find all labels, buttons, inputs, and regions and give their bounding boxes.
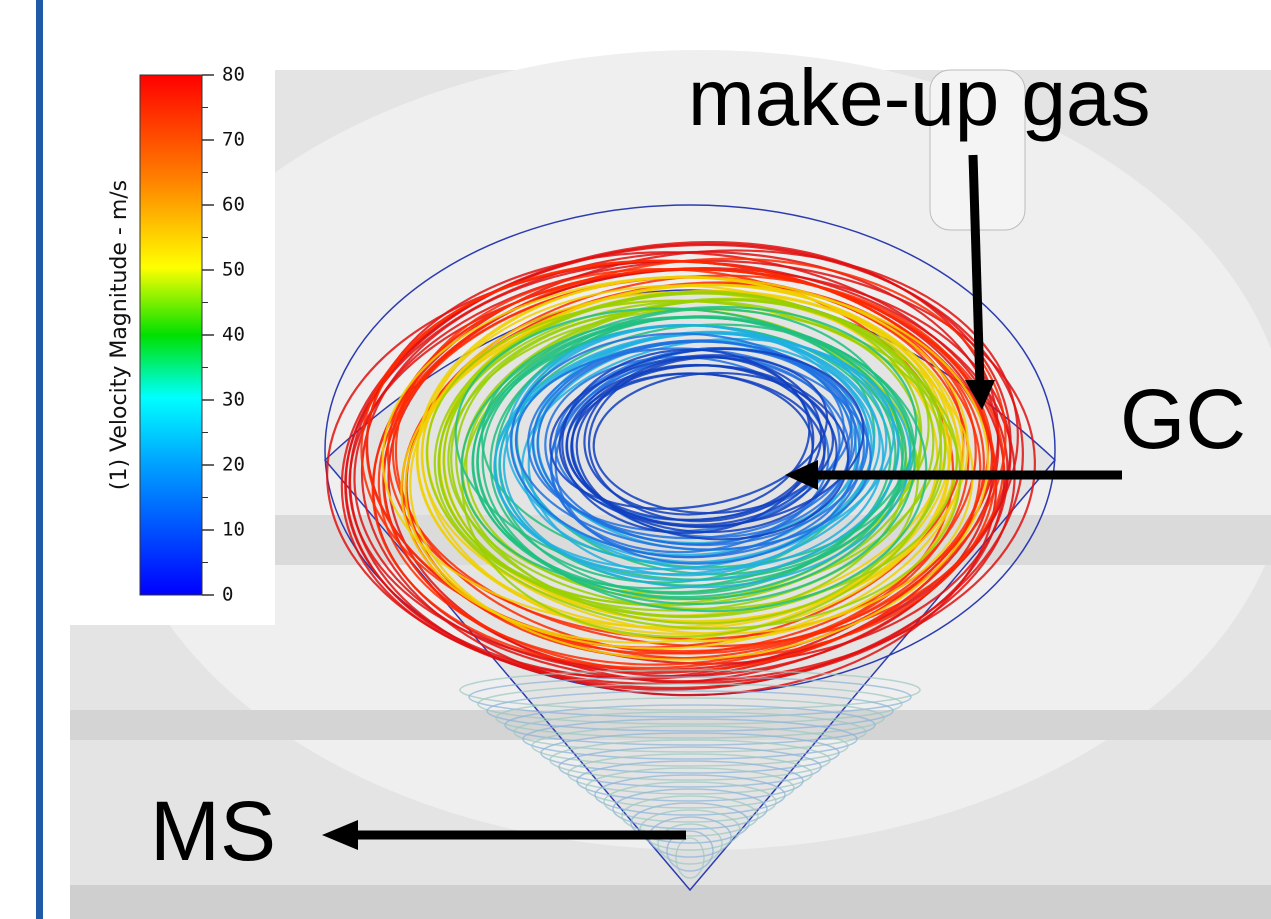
colorbar-tick-label: 30 xyxy=(222,389,245,411)
colorbar-tick-label: 50 xyxy=(222,259,245,281)
colorbar-tick-label: 10 xyxy=(222,519,245,541)
colorbar-label: (1) Velocity Magnitude - m/s xyxy=(107,180,132,490)
colorbar-tick-label: 70 xyxy=(222,129,245,151)
colorbar-tick-label: 0 xyxy=(222,584,233,606)
figure: (1) Velocity Magnitude - m/s 0 10 20 30 40 50… xyxy=(0,0,1271,919)
slide-border xyxy=(36,0,43,919)
colorbar-tick-label: 80 xyxy=(222,64,245,86)
colorbar-tick-label: 40 xyxy=(222,324,245,346)
colorbar-tick-label: 60 xyxy=(222,194,245,216)
colorbar: (1) Velocity Magnitude - m/s 0 10 20 30 40 50… xyxy=(70,55,275,625)
annotation-makeup: make-up gas xyxy=(688,53,1150,142)
annotation-ms: MS xyxy=(150,784,276,878)
colorbar-tick-label: 20 xyxy=(222,454,245,476)
annotation-gc: GC xyxy=(1120,372,1246,466)
